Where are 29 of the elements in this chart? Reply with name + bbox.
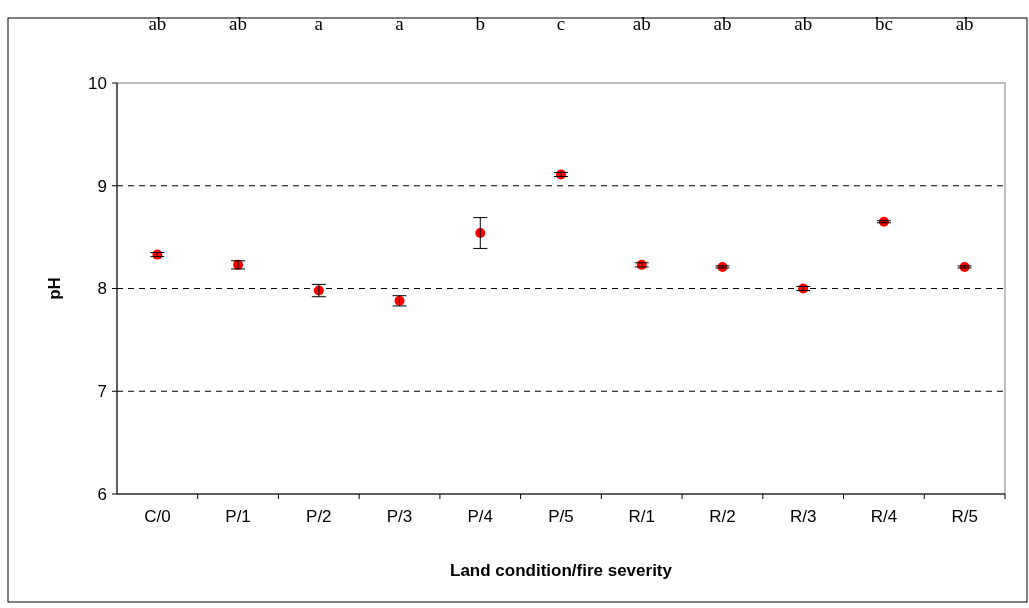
x-axis-title: Land condition/fire severity bbox=[450, 561, 673, 580]
x-tick-label: P/3 bbox=[386, 507, 413, 526]
x-tick-label: P/5 bbox=[548, 507, 574, 526]
x-tick-label: C/0 bbox=[144, 507, 171, 526]
text: ab bbox=[229, 13, 248, 34]
text: ab bbox=[955, 13, 974, 34]
text: b bbox=[475, 13, 486, 34]
text: ab bbox=[794, 13, 813, 34]
text: c bbox=[556, 13, 566, 34]
text: a bbox=[314, 13, 324, 34]
x-tick-label: R/1 bbox=[628, 507, 655, 526]
x-tick-label: P/4 bbox=[467, 507, 494, 526]
y-tick-label: 8 bbox=[97, 279, 107, 299]
y-tick-label: 7 bbox=[97, 382, 107, 402]
y-tick-label: 6 bbox=[97, 484, 107, 504]
y-tick-label: 9 bbox=[97, 176, 107, 196]
text: ab bbox=[632, 13, 651, 34]
x-tick-label: P/1 bbox=[225, 507, 251, 526]
y-tick-label: 10 bbox=[88, 73, 107, 93]
text: ab bbox=[148, 13, 167, 34]
text: a bbox=[395, 13, 405, 34]
x-tick-label: R/5 bbox=[951, 507, 978, 526]
text: ab bbox=[713, 13, 732, 34]
x-tick-label: R/4 bbox=[870, 507, 898, 526]
x-tick-label: R/3 bbox=[789, 507, 817, 526]
text: bc bbox=[874, 13, 893, 34]
x-tick-label: P/2 bbox=[306, 507, 332, 526]
x-tick-label: R/2 bbox=[709, 507, 736, 526]
y-axis-title: pH bbox=[45, 277, 64, 300]
